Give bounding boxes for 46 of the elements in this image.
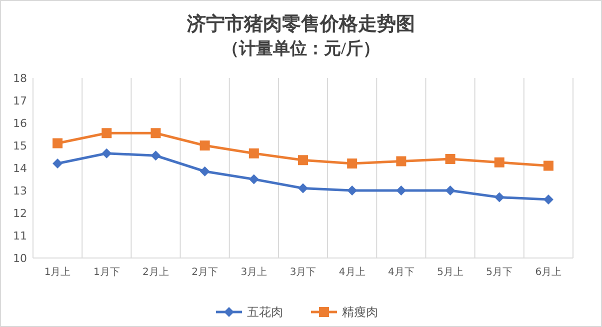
x-tick-label: 4月上 [338,266,366,278]
point [396,186,406,196]
x-tick-label: 1月下 [93,267,120,278]
point [347,158,358,168]
point [102,148,112,158]
point [494,192,504,202]
x-tick-label: 5月上 [437,266,464,278]
legend-label: 精瘦肉 [342,305,378,319]
y-tick-label: 12 [13,207,27,220]
point [200,166,210,176]
x-tick-label: 3月下 [290,267,316,278]
point [347,186,358,196]
point [445,186,456,196]
point [445,154,456,164]
point [298,155,308,166]
x-tick-label: 6月上 [535,266,562,278]
point [150,150,161,161]
point [494,157,504,168]
point [52,158,63,168]
x-tick-label: 3月上 [240,266,268,278]
point [543,194,554,204]
point [396,156,406,166]
point [150,128,161,138]
point [102,128,112,138]
y-tick-label: 15 [13,140,27,152]
x-tick-label: 2月下 [192,267,218,278]
y-tick-label: 10 [13,252,27,265]
x-tick-label: 5月下 [486,267,513,278]
y-tick-label: 16 [13,117,27,130]
y-tick-label: 18 [13,72,27,85]
point [248,148,259,158]
y-tick-label: 14 [13,162,27,175]
x-tick-label: 2月上 [142,266,169,278]
x-tick-label: 4月下 [388,267,414,278]
point [52,138,63,148]
x-tick-label: 1月上 [44,266,71,278]
chart-title: 济宁市猪肉零售价格走势图 [186,13,415,35]
y-tick-label: 11 [13,230,27,242]
point [298,183,308,194]
y-tick-label: 17 [13,94,27,108]
point [200,140,210,150]
chart-subtitle: （计量单位：元/斤） [222,39,380,58]
point [543,160,554,171]
point [248,174,259,184]
y-tick-label: 13 [13,184,27,198]
legend-label: 五花肉 [247,305,283,319]
